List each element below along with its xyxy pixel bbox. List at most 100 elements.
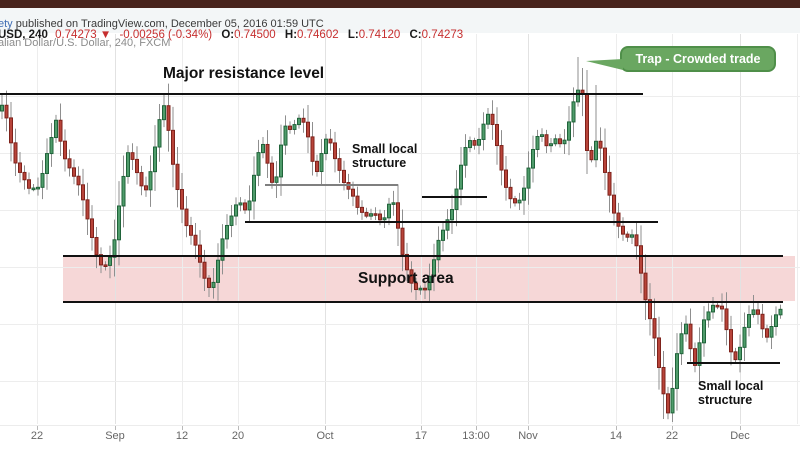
candle-down <box>661 366 666 395</box>
candle-up <box>477 138 481 146</box>
candle-up <box>742 326 747 348</box>
candle-up <box>279 144 283 178</box>
candle-down <box>175 163 180 191</box>
candle-down <box>400 227 405 255</box>
candle-up <box>153 146 157 173</box>
candle-up <box>238 202 243 206</box>
candle-down <box>724 308 729 331</box>
candle-down <box>288 125 292 130</box>
x-axis-tick-mark <box>528 426 529 430</box>
candle-down <box>472 140 477 146</box>
candle-up <box>747 314 751 328</box>
candle-up <box>630 234 634 238</box>
candle-down <box>756 309 760 315</box>
candle-up <box>463 147 468 166</box>
candle-down <box>765 328 769 338</box>
candle-up <box>670 387 675 414</box>
candle-up <box>247 200 252 211</box>
candle-down <box>81 184 85 201</box>
candle-down <box>85 199 90 220</box>
candle-up <box>324 138 328 155</box>
author-link[interactable]: ety <box>0 18 13 30</box>
x-axis-tick-mark <box>672 426 673 430</box>
candle-down <box>364 211 369 217</box>
candle-down <box>99 254 103 266</box>
candle-up <box>292 124 297 130</box>
candle-down <box>58 119 63 142</box>
candle-down <box>198 244 202 263</box>
candle-up <box>531 148 535 169</box>
symbol-and-period: USD, 240 <box>0 29 48 41</box>
candle-up <box>450 209 454 221</box>
candle-up <box>454 188 459 211</box>
major-resistance-line <box>0 93 643 95</box>
candle-up <box>441 229 445 241</box>
symbol-description: alian Dollar/U.S. Dollar, 240, FXCM <box>0 37 171 49</box>
x-axis-label: 13:00 <box>462 430 490 442</box>
trap-callout-label: Trap - Crowded trade <box>635 52 761 66</box>
candle-down <box>130 152 135 160</box>
x-axis-tick-mark <box>421 426 422 430</box>
candle-down <box>171 129 175 165</box>
candle-down <box>315 160 319 173</box>
candle-up <box>256 152 261 176</box>
candle-down <box>405 253 409 271</box>
x-axis-tick-mark <box>740 426 741 430</box>
candle-up <box>162 105 166 121</box>
candle-up <box>126 152 130 177</box>
x-axis-label: 17 <box>414 430 428 442</box>
candle-up <box>157 119 162 148</box>
candle-up <box>418 287 423 291</box>
candle-up <box>778 308 783 316</box>
candle-down <box>72 167 76 177</box>
candle-down <box>337 158 342 171</box>
minor-support-line <box>245 221 658 223</box>
candle-up <box>432 259 436 277</box>
candle-down <box>603 147 607 173</box>
candle-up <box>697 342 702 366</box>
low-value: 0.74120 <box>358 29 401 41</box>
candle-down <box>760 313 765 330</box>
candle-down <box>9 117 13 144</box>
gray-structure-line <box>265 184 398 186</box>
candle-down <box>342 169 346 184</box>
x-axis-label: Nov <box>518 430 538 442</box>
candle-up <box>684 323 688 335</box>
candle-down <box>306 121 310 138</box>
candle-down <box>373 213 378 216</box>
support-band-bottom-line <box>63 301 783 303</box>
candle-down <box>648 299 652 320</box>
candle-up <box>234 204 238 217</box>
candle-down <box>621 225 625 235</box>
candle-up <box>283 125 288 146</box>
x-axis-tick-mark <box>476 426 477 430</box>
candle-up <box>562 139 567 145</box>
candle-down <box>193 234 198 246</box>
annotation-small-local-structure-bottom: Small local structure <box>698 379 764 407</box>
candle-up <box>148 171 153 191</box>
candle-up <box>706 311 711 321</box>
candle-up <box>211 281 216 288</box>
candle-up <box>445 219 450 231</box>
candle-up <box>31 187 36 191</box>
candle-up <box>391 202 396 205</box>
candle-down <box>207 277 211 288</box>
x-axis-label: Sep <box>105 430 125 442</box>
candle-down <box>558 138 562 145</box>
mid-structure-line <box>422 196 487 198</box>
x-axis-label: Oct <box>316 430 334 442</box>
candle-up <box>567 121 571 141</box>
candle-down <box>513 198 517 204</box>
candle-up <box>468 140 472 149</box>
support-band-top-line <box>63 255 783 257</box>
candle-up <box>382 217 387 221</box>
candle-up <box>549 143 553 147</box>
candle-down <box>76 175 81 186</box>
candle-up <box>45 153 49 174</box>
x-axis-label: 12 <box>175 430 189 442</box>
x-axis-label: 14 <box>609 430 623 442</box>
candle-up <box>112 239 117 258</box>
candle-down <box>189 225 193 236</box>
candle-down <box>693 348 697 366</box>
